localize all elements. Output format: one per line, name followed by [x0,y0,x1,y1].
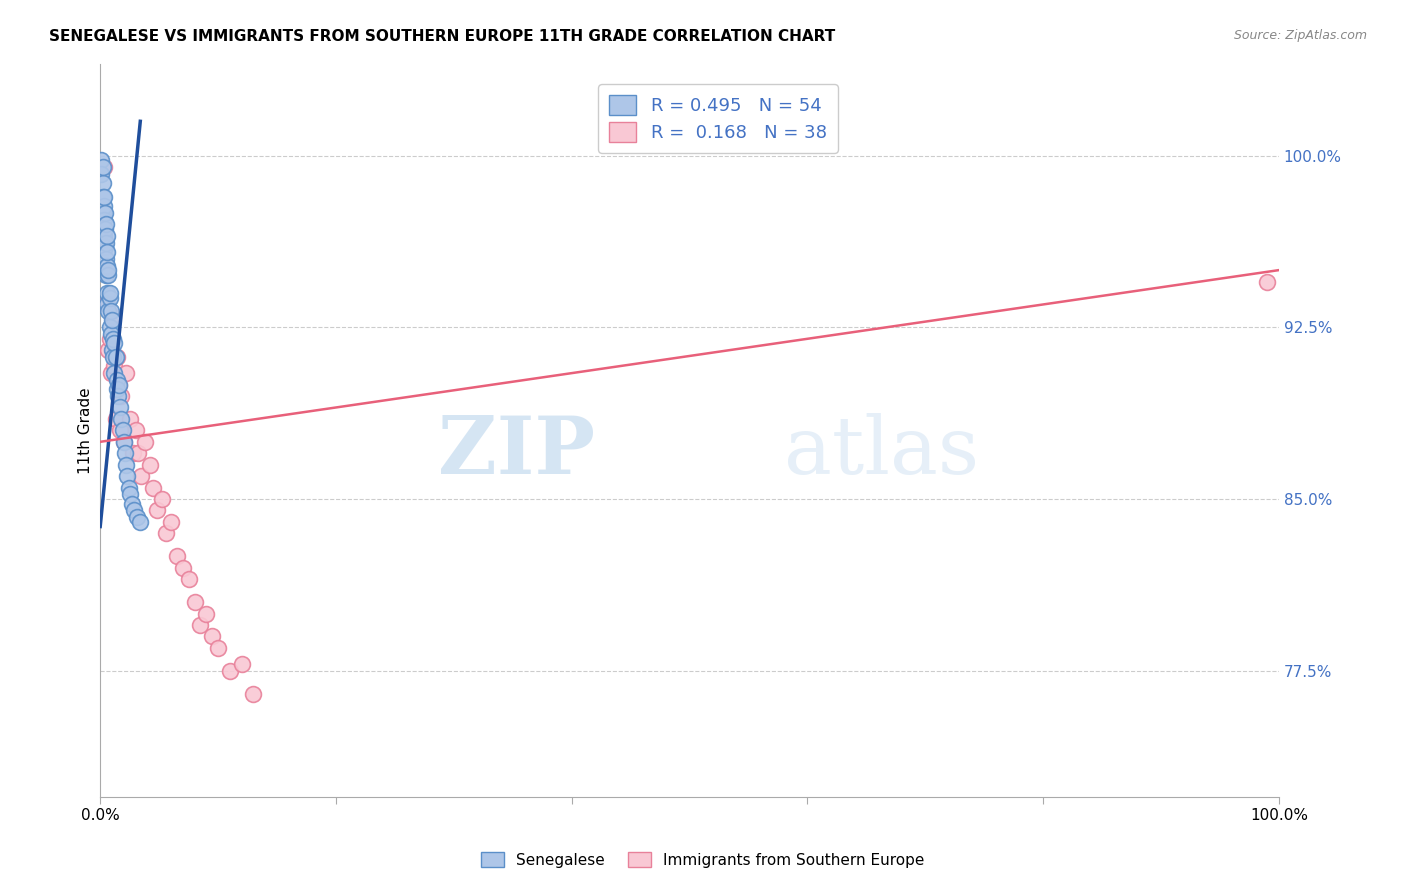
Point [97,263,120,277]
Point [138,458,160,472]
Point [103,336,125,351]
Point [121,497,143,511]
Point [218,664,240,678]
Point [93,199,115,213]
Point [90,153,112,168]
Point [93,190,115,204]
Point [97,268,120,282]
Point [207,640,229,655]
Y-axis label: 11th Grade: 11th Grade [79,387,93,474]
Point [115,458,138,472]
Point [177,572,200,586]
Point [94,252,117,266]
Point [101,332,124,346]
Point [195,607,218,621]
Point [150,491,173,506]
Point [91,160,114,174]
Point [117,481,139,495]
Point [96,285,118,300]
Point [96,244,118,259]
Point [96,297,118,311]
Point [98,291,121,305]
Text: atlas: atlas [785,413,979,491]
Point [231,657,253,671]
Point [142,481,165,495]
Point [172,560,194,574]
Point [1256,275,1278,289]
Point [93,228,115,243]
Point [118,487,141,501]
Point [91,176,114,190]
Point [127,446,149,460]
Point [166,549,188,564]
Point [105,350,128,364]
Text: SENEGALESE VS IMMIGRANTS FROM SOUTHERN EUROPE 11TH GRADE CORRELATION CHART: SENEGALESE VS IMMIGRANTS FROM SOUTHERN E… [49,29,835,44]
Point [98,332,121,346]
Point [93,160,115,174]
Point [108,377,131,392]
Point [160,515,183,529]
Legend: R = 0.495   N = 54, R =  0.168   N = 38: R = 0.495 N = 54, R = 0.168 N = 38 [599,84,838,153]
Point [101,313,124,327]
Point [108,377,131,392]
Point [90,167,112,181]
Point [91,206,114,220]
Point [129,515,152,529]
Point [111,423,134,437]
Point [115,366,138,380]
Point [110,423,132,437]
Text: ZIP: ZIP [439,413,595,491]
Point [146,503,169,517]
Point [100,327,122,342]
Point [112,434,135,449]
Point [96,259,118,273]
Point [94,206,117,220]
Point [155,526,177,541]
Point [117,469,139,483]
Point [124,423,146,437]
Point [101,343,124,358]
Point [98,285,121,300]
Point [114,446,136,460]
Point [101,350,124,364]
Point [122,446,145,460]
Point [103,359,125,374]
Point [110,401,132,415]
Point [94,268,117,282]
Point [201,629,224,643]
Point [94,297,117,311]
Point [242,687,264,701]
Point [96,228,118,243]
Point [125,510,148,524]
Point [118,412,141,426]
Point [112,434,135,449]
Point [107,389,129,403]
Point [104,350,127,364]
Point [105,373,128,387]
Point [110,412,132,426]
Point [103,366,125,380]
Point [124,503,146,517]
Point [94,217,117,231]
Point [110,389,132,403]
Point [94,240,117,254]
Point [101,309,124,323]
Point [94,235,117,250]
Point [97,304,120,318]
Point [98,320,121,334]
Point [93,212,115,227]
Point [91,190,114,204]
Point [183,595,205,609]
Point [100,304,122,318]
Text: Source: ZipAtlas.com: Source: ZipAtlas.com [1233,29,1367,42]
Point [104,412,127,426]
Point [100,366,122,380]
Point [190,618,212,632]
Point [131,469,153,483]
Point [97,343,120,358]
Legend: Senegalese, Immigrants from Southern Europe: Senegalese, Immigrants from Southern Eur… [475,846,931,873]
Point [94,222,117,236]
Point [134,434,156,449]
Point [105,382,128,396]
